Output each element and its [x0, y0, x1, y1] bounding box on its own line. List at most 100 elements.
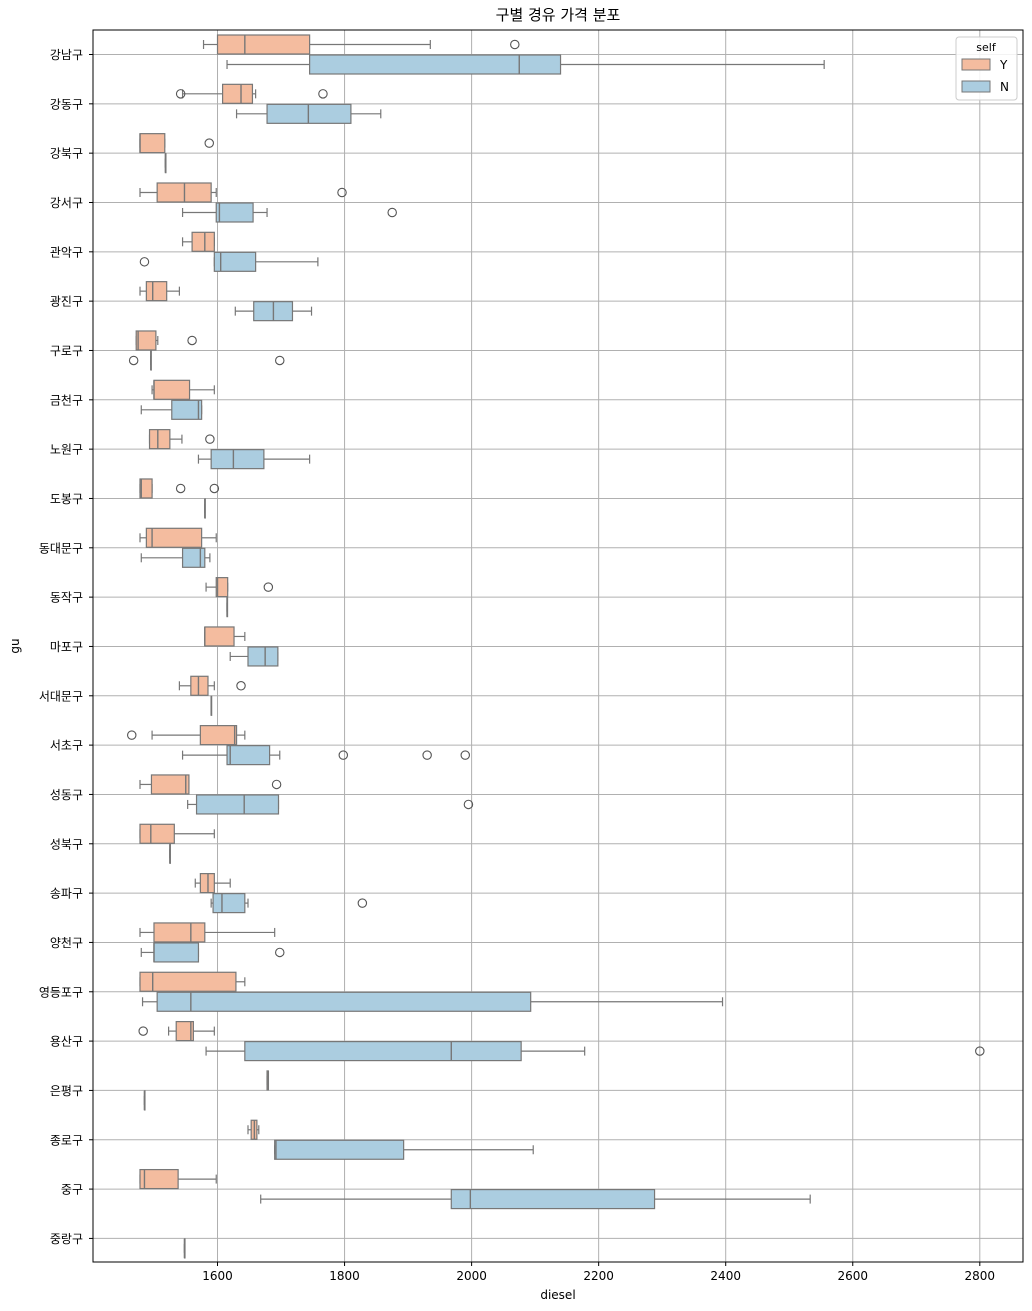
box-n [210, 893, 368, 914]
box-n [226, 597, 229, 618]
iqr-box [215, 202, 254, 223]
legend-swatch-n [961, 80, 991, 93]
outlier-point [175, 89, 186, 99]
y-tick-label: 양천구 [50, 935, 83, 950]
y-tick-label: 광진구 [50, 295, 83, 309]
outlier-point [357, 898, 368, 908]
x-tick-label: 1800 [329, 1269, 360, 1283]
y-tick-label: 동대문구 [39, 541, 83, 555]
box-n [197, 449, 311, 470]
outlier-point [338, 750, 349, 760]
y-tick-label: 노원구 [50, 443, 83, 457]
box-y [135, 330, 197, 351]
box-n [183, 1238, 186, 1259]
iqr-box [309, 54, 562, 75]
box-n [181, 745, 471, 766]
box-y [139, 823, 215, 844]
x-tick-label: 2200 [583, 1269, 614, 1283]
iqr-box [135, 330, 157, 351]
y-tick-label: 서대문구 [39, 689, 83, 703]
box-y [138, 1020, 215, 1042]
y-tick-label: 강동구 [50, 97, 83, 111]
y-tick-label: 용산구 [50, 1035, 83, 1049]
box-y [204, 626, 246, 647]
box-y [178, 675, 246, 696]
box-n [143, 1090, 146, 1111]
y-tick-label: 종로구 [50, 1133, 83, 1147]
x-tick-label: 2600 [837, 1269, 868, 1283]
y-tick-label: 영등포구 [39, 985, 83, 999]
y-tick-label: 송파구 [50, 887, 83, 901]
box-n [141, 991, 724, 1012]
iqr-box [210, 449, 265, 470]
y-axis-label: gu [8, 638, 22, 653]
y-tick-label: 강북구 [50, 147, 83, 161]
outlier-point [275, 947, 285, 958]
iqr-box [216, 34, 311, 55]
iqr-box [247, 646, 279, 667]
box-y [139, 922, 276, 943]
iqr-box [139, 133, 166, 154]
outlier-point [975, 1046, 985, 1056]
y-tick-label: 성북구 [50, 837, 83, 851]
box-y [139, 478, 220, 499]
box-y [139, 527, 217, 548]
box-n [140, 547, 211, 568]
box-n [210, 695, 213, 716]
y-tick-label: 서초구 [50, 739, 83, 753]
box-y [127, 725, 246, 746]
y-tick-label: 중랑구 [50, 1232, 83, 1246]
box-n [164, 153, 167, 174]
outlier-point [271, 779, 282, 790]
iqr-box [175, 1020, 194, 1042]
iqr-box [199, 725, 238, 746]
x-tick-label: 1600 [202, 1269, 233, 1283]
outlier-point [236, 681, 246, 691]
outlier-point [175, 483, 186, 494]
outlier-point [128, 355, 139, 366]
iqr-box [226, 745, 271, 766]
outlier-point [204, 138, 215, 148]
y-tick-labels: 강남구강동구강북구강서구관악구광진구구로구금천구노원구도봉구동대문구동작구마포구… [39, 48, 93, 1246]
iqr-box [212, 893, 246, 914]
box-n [260, 1188, 811, 1210]
outlier-point [337, 187, 347, 198]
box-n [140, 942, 285, 963]
outlier-point [138, 1026, 148, 1036]
iqr-box [156, 991, 532, 1012]
outlier-point [510, 39, 520, 50]
box-y [194, 873, 231, 894]
y-tick-label: 강남구 [50, 48, 83, 62]
y-tick-label: 강서구 [50, 196, 83, 210]
iqr-box [153, 922, 206, 943]
x-tick-label: 2000 [456, 1269, 487, 1283]
box-n [204, 498, 206, 519]
y-tick-label: 성동구 [50, 788, 83, 802]
iqr-box [215, 577, 229, 598]
outlier-point [139, 257, 150, 267]
box-y [139, 281, 180, 302]
iqr-box [145, 527, 203, 548]
y-tick-label: 구로구 [50, 344, 83, 358]
box-n [234, 301, 313, 322]
iqr-box [148, 429, 171, 450]
iqr-box [145, 281, 168, 302]
y-tick-label: 동작구 [50, 591, 83, 605]
iqr-box [150, 774, 190, 795]
box-n [128, 350, 285, 371]
outlier-point [209, 483, 220, 494]
iqr-box [139, 478, 153, 499]
iqr-box [450, 1188, 656, 1210]
iqr-box [191, 231, 215, 252]
iqr-box [153, 379, 191, 400]
outlier-point [205, 434, 215, 444]
iqr-box [139, 1168, 179, 1190]
legend-label-n: N [1000, 80, 1009, 94]
box-y [139, 182, 347, 203]
legend-swatch-y [961, 58, 991, 71]
box-y [202, 34, 520, 55]
x-tick-label: 2800 [965, 1269, 996, 1283]
box-n [274, 1139, 534, 1160]
outlier-point [422, 750, 432, 760]
legend: self Y N [955, 36, 1018, 101]
